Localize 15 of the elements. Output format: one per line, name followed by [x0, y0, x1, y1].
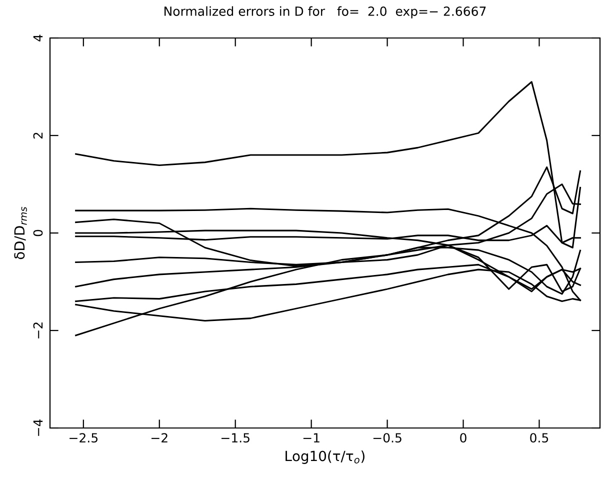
x-tick-label: −2	[152, 433, 168, 442]
x-tick-label: −1	[303, 433, 320, 442]
y-tick-label: −2	[33, 322, 43, 338]
y-tick-label: 0	[33, 230, 43, 236]
chart-title: Normalized errors in D for fo= 2.0 exp=− 2.6667	[164, 6, 486, 18]
y-tick-label: 2	[33, 132, 43, 139]
y-axis-title: δD/D$_{rms}$	[14, 206, 27, 260]
y-tick-label: 4	[33, 34, 43, 42]
x-tick-label: −0.5	[373, 433, 402, 443]
x-tick-label: −1.5	[222, 433, 250, 443]
x-tick-label: 0.5	[530, 433, 548, 443]
x-tick-label: −2.5	[70, 433, 98, 443]
y-tick-label: −4	[33, 419, 43, 436]
x-tick-label: 0	[460, 433, 466, 443]
x-axis-title: Log10(τ/τ$_{o}$)	[286, 450, 364, 464]
